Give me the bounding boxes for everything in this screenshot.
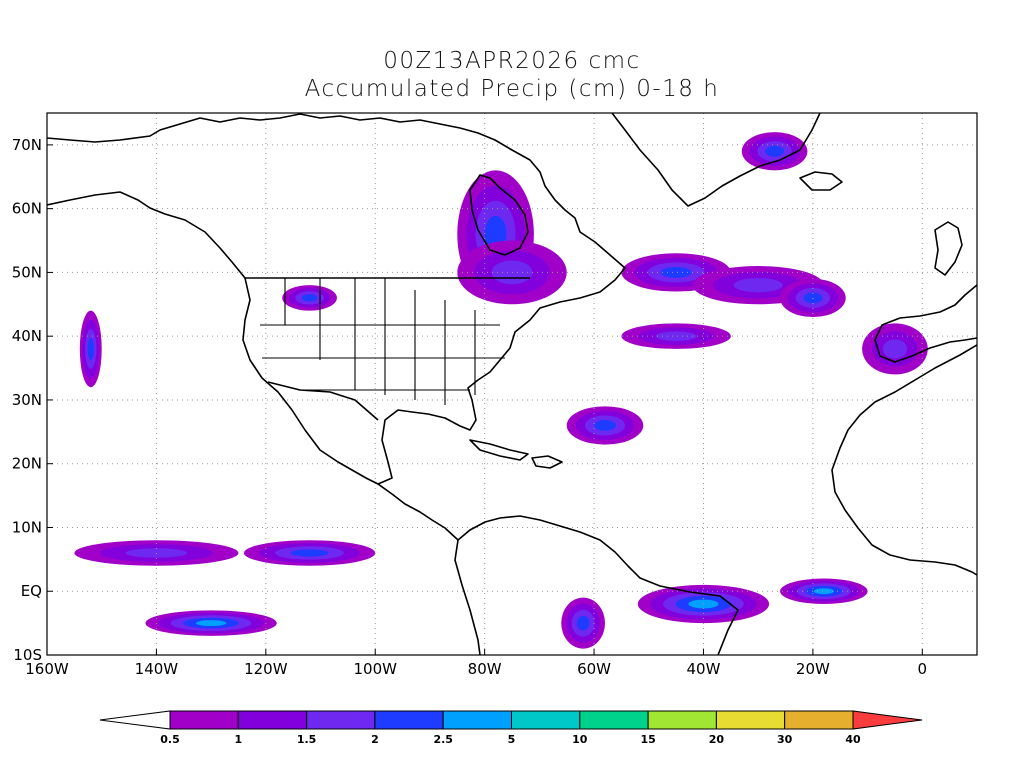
colorbar-label: 0.5 xyxy=(160,733,180,746)
lon-tick-label: 120W xyxy=(244,660,288,678)
colorbar-box xyxy=(442,710,513,730)
precip-blob-15-level-2 xyxy=(882,339,908,359)
lat-tick-label: 50N xyxy=(12,263,42,281)
colorbar-label: 20 xyxy=(709,733,725,746)
colorbar-box xyxy=(715,710,786,730)
british-isles-coast xyxy=(934,221,963,276)
colorbar-box xyxy=(374,710,444,730)
lat-tick-label: EQ xyxy=(21,582,42,600)
map-title: 00Z13APR2026 cmc xyxy=(383,48,641,74)
precip-blob-10-level-3 xyxy=(290,549,329,557)
colorbar-label: 5 xyxy=(508,733,516,746)
graticule xyxy=(47,113,977,655)
lon-tick-label: 80W xyxy=(468,660,502,678)
south-america-coast xyxy=(454,515,739,655)
colorbar-label: 2.5 xyxy=(433,733,453,746)
africa-coast xyxy=(831,344,977,576)
colorbar-label: 30 xyxy=(777,733,793,746)
precip-blob-8-level-3 xyxy=(87,337,94,360)
lat-tick-label: 70N xyxy=(12,136,42,154)
axis-labels: 160W 140W 120W 100W 80W 60W 40W 20W 0 10S EQ 10N 20N… xyxy=(12,136,927,678)
precip-blob-11-level-4 xyxy=(195,620,227,627)
lat-tick-label: 10S xyxy=(13,646,42,664)
greenland-coast xyxy=(611,113,821,207)
precip-blob-6-level-2 xyxy=(655,331,697,341)
hudson-bay xyxy=(469,174,529,256)
lon-tick-label: 160W xyxy=(25,660,69,678)
precip-blob-14-level-3 xyxy=(576,615,590,631)
colorbar-label: 2 xyxy=(371,733,379,746)
precip-blob-16-level-3 xyxy=(301,294,318,302)
map-frame xyxy=(46,112,978,656)
precip-blob-3-level-2 xyxy=(733,277,783,293)
lon-tick-label: 140W xyxy=(135,660,179,678)
north-america-coast xyxy=(47,113,626,485)
colorbar-box xyxy=(237,710,308,730)
us-mexico-border xyxy=(267,381,379,421)
lon-tick-label: 60W xyxy=(577,660,611,678)
coastlines xyxy=(47,113,977,655)
central-america-coast xyxy=(377,483,459,541)
precip-blob-2-level-3 xyxy=(660,266,692,278)
lon-tick-label: 20W xyxy=(796,660,830,678)
colorbar-box xyxy=(169,710,239,730)
precip-blob-5-level-3 xyxy=(765,145,784,157)
lat-tick-label: 60N xyxy=(12,200,42,218)
colorbar-box xyxy=(511,710,581,730)
precip-blob-7-level-3 xyxy=(594,419,616,431)
colorbar-label: 15 xyxy=(640,733,655,746)
colorbar-box xyxy=(647,710,717,730)
lat-tick-label: 40N xyxy=(12,327,42,345)
colorbar-label: 10 xyxy=(572,733,588,746)
colorbar-box xyxy=(579,710,649,730)
colorbar-low-arrow xyxy=(99,710,171,730)
precip-blob-4-level-3 xyxy=(803,292,823,304)
lat-tick-label: 20N xyxy=(12,455,42,473)
colorbar-high-arrow xyxy=(852,710,923,730)
lon-tick-label: 0 xyxy=(918,660,928,678)
iceland-coast xyxy=(799,171,843,191)
lon-tick-label: 100W xyxy=(354,660,398,678)
colorbar-label: 40 xyxy=(845,733,861,746)
colorbar-label: 1 xyxy=(234,733,242,746)
precip-blob-9-level-2 xyxy=(125,548,188,558)
cuba-coast xyxy=(469,439,529,461)
hispaniola-coast xyxy=(531,455,563,469)
colorbar-label: 1.5 xyxy=(297,733,317,746)
lat-tick-label: 30N xyxy=(12,391,42,409)
lat-tick-label: 10N xyxy=(12,518,42,536)
colorbar: 0.5 1 1.5 2 2.5 5 10 15 20 30 40 xyxy=(99,710,923,746)
colorbar-box xyxy=(306,710,376,730)
colorbar-box xyxy=(784,710,854,730)
us-state-lines xyxy=(260,278,505,405)
lon-tick-label: 40W xyxy=(687,660,721,678)
map-subtitle: Accumulated Precip (cm) 0-18 h xyxy=(304,76,720,102)
precip-blob-13-level-4 xyxy=(813,588,834,595)
europe-coast xyxy=(874,284,977,363)
